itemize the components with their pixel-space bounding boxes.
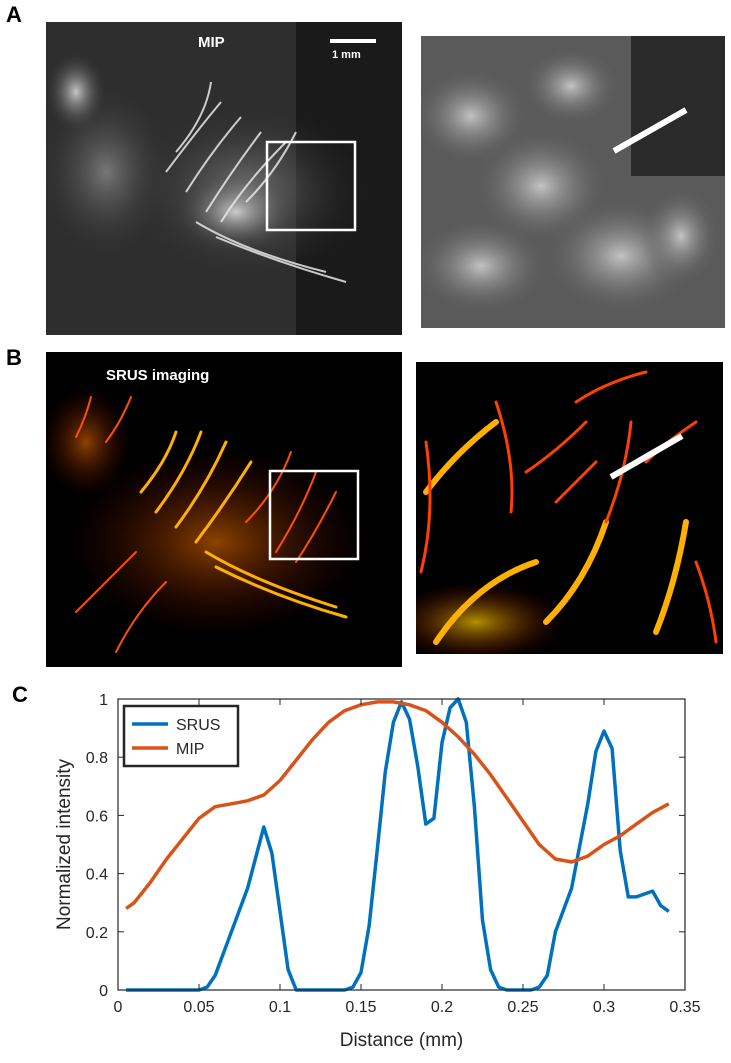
x-tick-label: 0.3: [593, 999, 615, 1016]
mip-zoom-image: [421, 36, 725, 328]
y-tick-label: 0.2: [86, 925, 108, 942]
intensity-profile-chart: 0 0.05 0.1 0.15 0.2 0.25 0.3 0.35 0 0.2 0.4 0.6 0.8 1…: [54, 692, 701, 1051]
srus-label: SRUS imaging: [106, 367, 210, 384]
y-tick-label: 0: [99, 983, 108, 1000]
legend-label-srus: SRUS: [176, 717, 220, 734]
y-tick-label: 1: [99, 692, 108, 709]
x-tick-label: 0.15: [345, 999, 376, 1016]
panel-c-letter: C: [12, 682, 28, 707]
srus-zoom-image: [416, 362, 723, 654]
srus-image: [46, 352, 402, 667]
x-tick-label: 0: [114, 999, 123, 1016]
x-tick-label: 0.1: [269, 999, 291, 1016]
series-line-mip: [125, 700, 670, 910]
panel-b-letter: B: [6, 345, 22, 370]
scale-bar-label: 1 mm: [332, 49, 361, 61]
plot-frame: [117, 698, 686, 991]
x-tick-label: 0.05: [183, 999, 214, 1016]
panel-a-letter: A: [6, 2, 22, 27]
y-tick-label: 0.4: [86, 867, 108, 884]
y-axis-label: Normalized intensity: [54, 758, 75, 930]
x-tick-label: 0.35: [669, 999, 700, 1016]
x-tick-label: 0.2: [431, 999, 453, 1016]
legend-label-mip: MIP: [176, 741, 204, 758]
legend-box: [122, 704, 240, 768]
y-tick-label: 0.6: [86, 808, 108, 825]
x-tick-label: 0.25: [507, 999, 538, 1016]
mip-label: MIP: [198, 34, 225, 51]
mip-image: [46, 22, 402, 335]
y-tick-label: 0.8: [86, 750, 108, 767]
x-axis-label: Distance (mm): [340, 1030, 464, 1051]
